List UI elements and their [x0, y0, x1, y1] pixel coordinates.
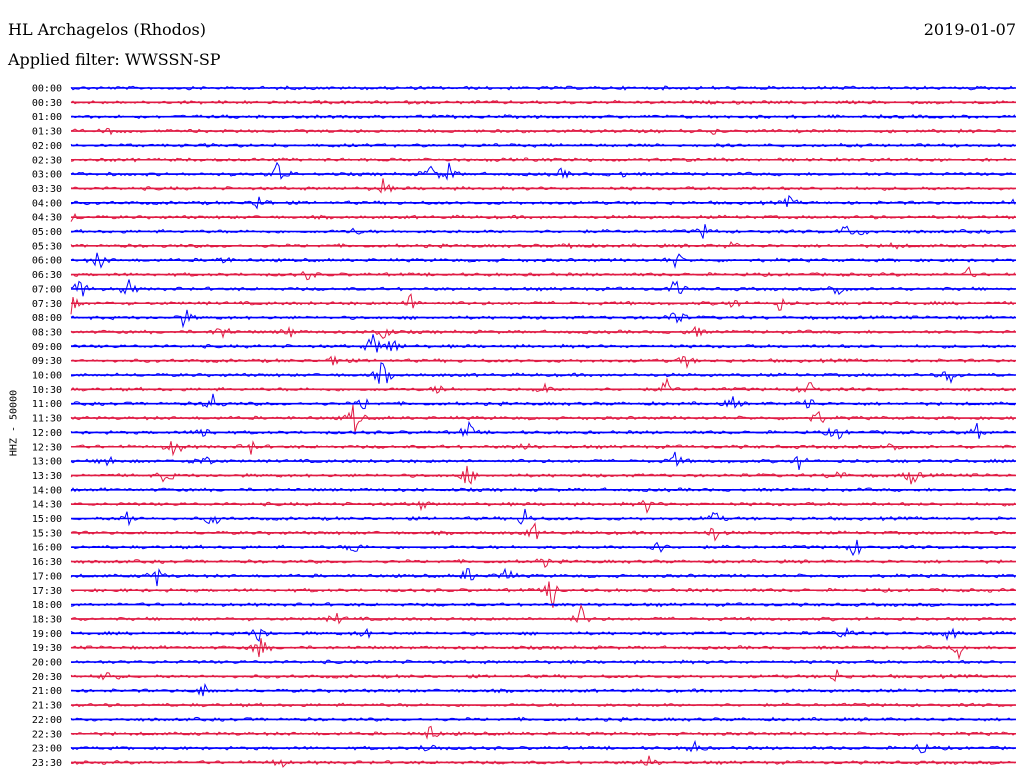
- row-time-label: 09:30: [32, 356, 62, 367]
- row-time-label: 16:30: [32, 557, 62, 568]
- row-time-label: 21:00: [32, 686, 62, 697]
- row-time-label: 02:00: [32, 141, 62, 152]
- row-time-label: 00:30: [32, 98, 62, 109]
- filter-label: Applied filter: WWSSN-SP: [8, 50, 221, 69]
- row-time-label: 19:00: [32, 629, 62, 640]
- trace-row: [70, 603, 1016, 625]
- trace-row: [70, 266, 1016, 281]
- trace-row: [70, 393, 1016, 410]
- trace-row: [70, 522, 1016, 542]
- trace-row: [70, 355, 1016, 370]
- row-time-label: 20:00: [32, 658, 62, 669]
- row-time-label: 04:30: [32, 213, 62, 224]
- row-time-label: 20:30: [32, 672, 62, 683]
- row-time-label: 19:30: [32, 643, 62, 654]
- row-time-label: 18:30: [32, 614, 62, 625]
- row-time-label: 22:00: [32, 715, 62, 726]
- row-time-label: 22:30: [32, 729, 62, 740]
- trace-row: [70, 440, 1016, 457]
- row-time-label: 23:30: [32, 758, 62, 769]
- row-time-label: 04:00: [32, 198, 62, 209]
- trace-row: [70, 362, 1016, 384]
- row-time-label: 12:30: [32, 442, 62, 453]
- station-title: HL Archagelos (Rhodos): [8, 20, 206, 39]
- trace-row: [70, 377, 1016, 394]
- row-time-label: 23:00: [32, 744, 62, 755]
- trace-row: [70, 178, 1016, 194]
- row-time-label: 10:30: [32, 385, 62, 396]
- row-time-label: 00:00: [32, 84, 62, 95]
- trace-row: [70, 334, 1016, 353]
- row-time-label: 17:30: [32, 586, 62, 597]
- trace-row: [70, 567, 1016, 587]
- row-time-label: 11:30: [32, 414, 62, 425]
- date-label: 2019-01-07: [923, 20, 1016, 39]
- row-time-label: 13:00: [32, 457, 62, 468]
- row-time-label: 03:00: [32, 170, 62, 181]
- row-time-label: 08:30: [32, 327, 62, 338]
- trace-row: [70, 725, 1016, 740]
- trace-row: [70, 755, 1016, 768]
- row-time-label: 11:00: [32, 399, 62, 410]
- row-time-label: 06:30: [32, 270, 62, 281]
- row-time-label: 21:30: [32, 701, 62, 712]
- row-time-label: 12:00: [32, 428, 62, 439]
- row-time-label: 07:30: [32, 299, 62, 310]
- row-time-label: 17:00: [32, 571, 62, 582]
- row-time-label: 01:30: [32, 127, 62, 138]
- trace-row: [70, 499, 1016, 514]
- trace-row: [70, 669, 1016, 683]
- row-time-label: 07:00: [32, 284, 62, 295]
- trace-row: [70, 293, 1016, 315]
- trace-row: [70, 739, 1016, 754]
- row-time-label: 03:30: [32, 184, 62, 195]
- row-time-label: 18:00: [32, 600, 62, 611]
- row-time-label: 14:00: [32, 485, 62, 496]
- row-time-label: 15:30: [32, 528, 62, 539]
- row-time-label: 05:30: [32, 241, 62, 252]
- row-time-label: 01:00: [32, 112, 62, 123]
- row-time-label: 02:30: [32, 155, 62, 166]
- trace-row: [70, 420, 1016, 440]
- trace-row: [70, 279, 1016, 297]
- row-time-label: 08:00: [32, 313, 62, 324]
- row-time-label: 13:30: [32, 471, 62, 482]
- row-time-label: 06:00: [32, 256, 62, 267]
- trace-row: [70, 161, 1016, 181]
- trace-row: [70, 558, 1016, 568]
- row-time-label: 15:00: [32, 514, 62, 525]
- trace-row: [70, 508, 1016, 527]
- row-time-label: 16:00: [32, 543, 62, 554]
- row-time-label: 10:00: [32, 371, 62, 382]
- row-time-label: 05:00: [32, 227, 62, 238]
- row-time-label: 14:30: [32, 500, 62, 511]
- trace-row: [70, 626, 1016, 642]
- row-time-label: 09:00: [32, 342, 62, 353]
